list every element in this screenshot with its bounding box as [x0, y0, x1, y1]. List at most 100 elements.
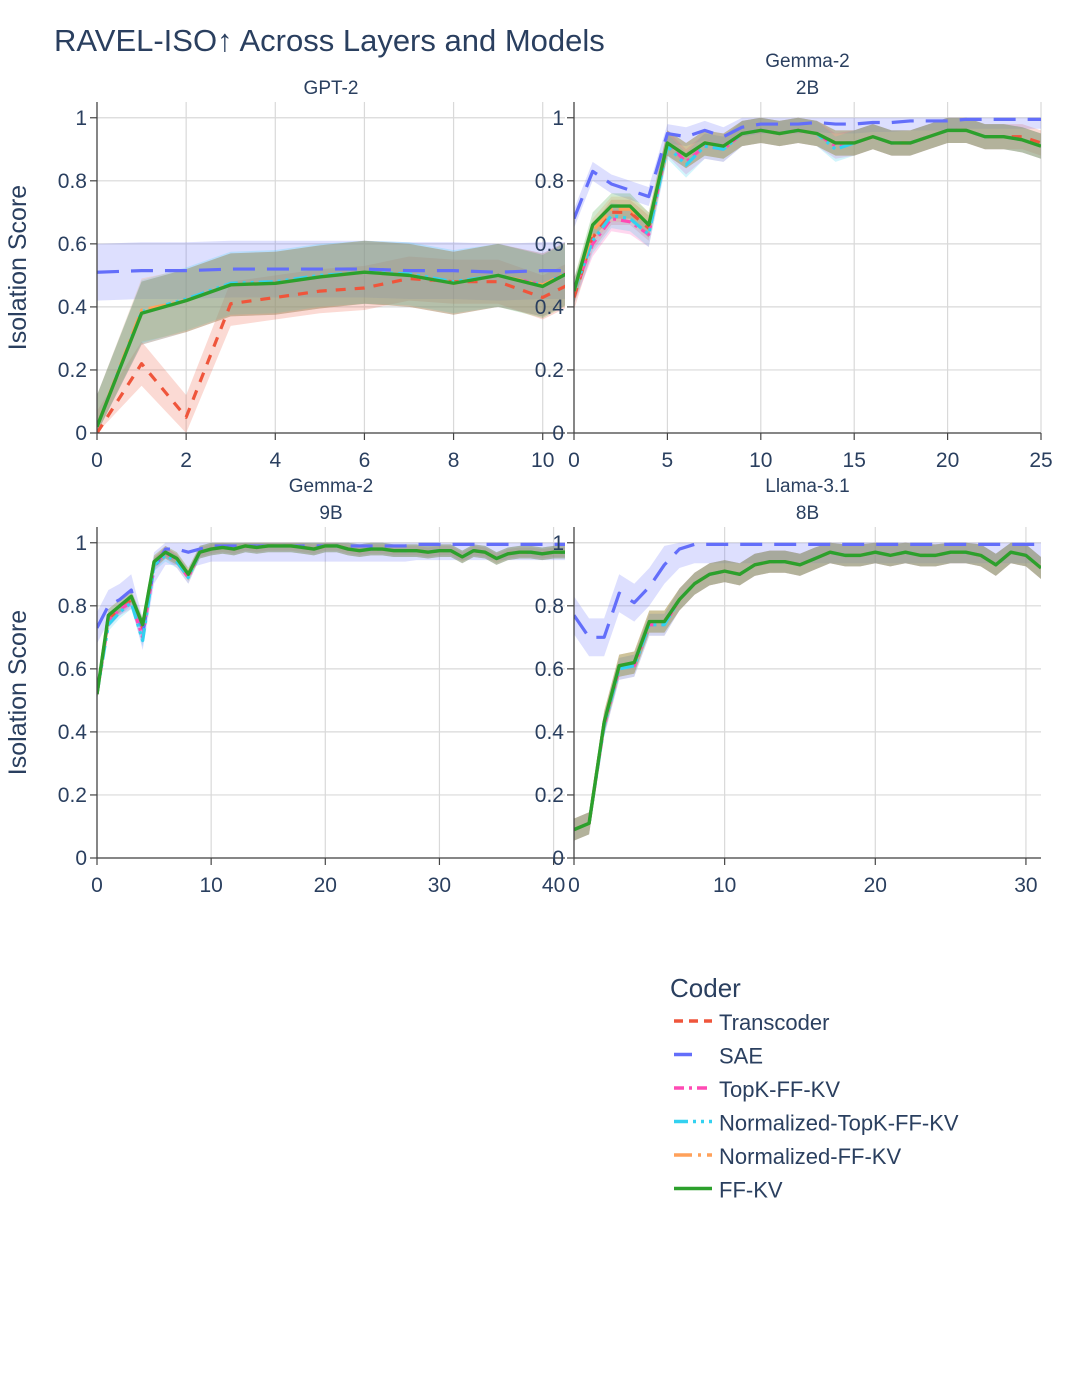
band-FF-KV — [574, 542, 1041, 841]
y-tick-label: 0.4 — [535, 296, 565, 319]
y-axis-label: Isolation Score — [4, 610, 32, 775]
band-Transcoder — [574, 542, 1041, 841]
band-Normalized-TopK-FF-KV — [574, 542, 1041, 841]
x-tick-label: 15 — [843, 449, 866, 472]
x-tick-label: 0 — [91, 874, 103, 897]
y-tick-label: 0.8 — [58, 170, 87, 193]
band-Transcoder — [97, 542, 565, 699]
x-tick-label: 0 — [91, 449, 103, 472]
band-Normalized-FF-KV — [574, 542, 1041, 841]
x-tick-label: 10 — [749, 449, 772, 472]
y-tick-label: 1 — [75, 532, 87, 555]
panel-subtitle: Gemma-2 — [765, 51, 849, 72]
series-line-FF-KV — [574, 550, 1041, 832]
y-tick-label: 0.2 — [535, 359, 564, 382]
series-line-SAE — [97, 267, 565, 274]
y-tick-label: 0 — [75, 422, 87, 445]
series-line-Normalized-FF-KV — [97, 544, 565, 695]
y-tick-label: 0.4 — [58, 296, 88, 319]
band-Normalized-FF-KV — [97, 240, 565, 433]
plot-area — [97, 240, 565, 433]
x-tick-label: 6 — [359, 449, 371, 472]
series-line-SAE — [574, 542, 1041, 639]
y-tick-label: 0.8 — [535, 595, 564, 618]
y-tick-label: 0.8 — [535, 170, 564, 193]
x-tick-label: 20 — [864, 874, 887, 897]
x-tick-label: 0 — [568, 449, 580, 472]
series-line-Normalized-TopK-FF-KV — [97, 544, 565, 695]
series-line-SAE — [574, 117, 1041, 220]
legend-label: FF-KV — [719, 1178, 783, 1203]
x-tick-label: 8 — [448, 449, 460, 472]
x-tick-label: 10 — [713, 874, 736, 897]
legend-label: Normalized-TopK-FF-KV — [719, 1111, 959, 1136]
x-tick-label: 10 — [199, 874, 222, 897]
y-tick-label: 0.6 — [58, 658, 87, 681]
band-FF-KV — [97, 542, 565, 701]
band-Normalized-TopK-FF-KV — [574, 117, 1041, 304]
panel-2: 00.20.40.60.810 10 20 30 40Gemma-29BIsolatio… — [4, 476, 565, 897]
y-tick-label: 1 — [75, 107, 87, 130]
panel-subtitle: Gemma-2 — [289, 476, 373, 497]
y-tick-label: 0 — [75, 847, 87, 870]
band-Normalized-TopK-FF-KV — [97, 542, 565, 701]
x-tick-label: 10 — [531, 449, 554, 472]
x-tick-label: 5 — [662, 449, 674, 472]
x-tick-label: 4 — [269, 449, 281, 472]
plot-area — [574, 117, 1041, 311]
legend-label: Transcoder — [719, 1010, 829, 1035]
x-tick-label: 25 — [1029, 449, 1052, 472]
series-line-Normalized-TopK-FF-KV — [574, 128, 1041, 292]
band-TopK-FF-KV — [97, 542, 565, 701]
y-tick-label: 0 — [552, 422, 564, 445]
x-tick-label: 40 — [542, 874, 565, 897]
panel-subtitle: GPT-2 — [304, 78, 359, 99]
y-tick-label: 0.6 — [535, 233, 564, 256]
x-tick-label: 2 — [180, 449, 192, 472]
legend-label: Normalized-FF-KV — [719, 1144, 901, 1169]
series-line-Transcoder — [97, 544, 565, 695]
x-tick-label: 30 — [1014, 874, 1037, 897]
panel-subtitle: 9B — [319, 503, 342, 524]
legend: Coder Transcoder SAE TopK-FF-KV Normalized-T… — [670, 973, 959, 1203]
x-tick-label: 0 — [568, 874, 580, 897]
panel-subtitle: 8B — [796, 503, 819, 524]
y-tick-label: 0.6 — [535, 658, 564, 681]
y-tick-label: 0.2 — [535, 784, 564, 807]
band-Normalized-FF-KV — [574, 117, 1041, 304]
y-tick-label: 0.8 — [58, 595, 87, 618]
band-FF-KV — [97, 240, 565, 433]
series-line-TopK-FF-KV — [97, 544, 565, 695]
series-line-FF-KV — [97, 270, 565, 428]
series-line-FF-KV — [574, 128, 1041, 292]
band-TopK-FF-KV — [574, 117, 1041, 304]
plot-area — [574, 542, 1041, 841]
legend-label: TopK-FF-KV — [719, 1077, 840, 1102]
band-Transcoder — [97, 256, 565, 433]
band-SAE — [574, 542, 1041, 657]
series-line-Transcoder — [97, 276, 565, 433]
legend-title: Coder — [670, 973, 741, 1003]
x-tick-label: 30 — [428, 874, 451, 897]
y-tick-label: 0.4 — [535, 721, 565, 744]
series-line-FF-KV — [97, 544, 565, 695]
y-tick-label: 0.2 — [58, 784, 87, 807]
band-FF-KV — [574, 117, 1041, 304]
legend-label: SAE — [719, 1044, 763, 1069]
panel-subtitle: 2B — [796, 78, 819, 99]
y-tick-label: 0.2 — [58, 359, 87, 382]
y-tick-label: 1 — [552, 532, 564, 555]
y-axis-label: Isolation Score — [4, 185, 32, 350]
plot-area — [97, 542, 565, 701]
band-TopK-FF-KV — [574, 542, 1041, 841]
y-tick-label: 0.4 — [58, 721, 88, 744]
band-TopK-FF-KV — [97, 240, 565, 433]
band-Normalized-TopK-FF-KV — [97, 240, 565, 433]
chart-title: RAVEL-ISO↑ Across Layers and Models — [54, 23, 605, 58]
panel-subtitle: Llama-3.1 — [765, 476, 850, 497]
